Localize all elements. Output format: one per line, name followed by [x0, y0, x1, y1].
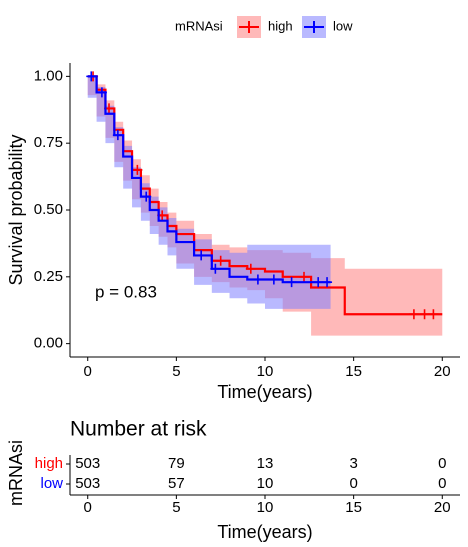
risk-count: 79 — [168, 455, 185, 472]
risk-count: 13 — [257, 455, 274, 472]
x-axis-title: Time(years) — [217, 382, 312, 402]
risk-y-axis-title: mRNAsi — [6, 440, 26, 506]
censor-mark — [286, 277, 297, 288]
x-tick-label: 20 — [434, 363, 451, 380]
censor-mark — [299, 271, 309, 282]
x-tick-label: 5 — [172, 363, 180, 380]
row-label: high — [35, 455, 63, 472]
x-tick-label: 5 — [172, 499, 180, 516]
risk-count: 10 — [257, 475, 274, 492]
censor-mark — [268, 274, 279, 285]
survival-curve — [87, 75, 443, 316]
censor-mark — [428, 309, 439, 320]
legend-line — [304, 21, 324, 33]
legend-label: low — [333, 18, 353, 33]
x-tick-label: 0 — [84, 499, 92, 516]
x-tick-label: 15 — [345, 499, 362, 516]
row-label: low — [40, 475, 63, 492]
x-tick-label: 10 — [257, 499, 274, 516]
legend-line — [239, 21, 259, 33]
p-value: p = 0.83 — [95, 282, 157, 301]
legend-title: mRNAsi — [175, 18, 223, 33]
censor-mark — [408, 309, 419, 320]
legend-label: high — [268, 18, 293, 33]
y-tick-label: 0.50 — [34, 201, 63, 218]
survival-curve — [87, 75, 331, 284]
y-tick-label: 0.00 — [34, 335, 63, 352]
risk-count: 0 — [349, 475, 357, 492]
risk-count: 503 — [75, 475, 100, 492]
x-tick-label: 10 — [257, 363, 274, 380]
censor-mark — [252, 274, 263, 285]
censor-mark — [141, 191, 152, 202]
risk-count: 3 — [349, 455, 357, 472]
censor-mark — [215, 255, 226, 266]
risk-count: 503 — [75, 455, 100, 472]
x-tick-label: 0 — [84, 363, 92, 380]
x-tick-label: 20 — [434, 499, 451, 516]
censor-mark — [132, 164, 143, 175]
y-tick-label: 0.25 — [34, 268, 63, 285]
censor-mark — [86, 71, 97, 82]
y-axis-title: Survival probability — [6, 134, 26, 285]
confidence-band — [87, 76, 443, 336]
x-tick-label: 15 — [345, 363, 362, 380]
censor-mark — [322, 277, 333, 288]
risk-title: Number at risk — [70, 418, 207, 441]
censor-mark — [210, 263, 221, 274]
y-tick-label: 1.00 — [34, 67, 63, 84]
censor-mark — [196, 250, 207, 261]
y-tick-label: 0.75 — [34, 134, 63, 151]
risk-count: 57 — [168, 475, 185, 492]
risk-count: 0 — [438, 475, 446, 492]
censor-mark — [96, 87, 107, 98]
confidence-band — [87, 76, 331, 309]
risk-x-axis-title: Time(years) — [217, 522, 312, 542]
censor-mark — [245, 263, 256, 274]
censor-mark — [313, 277, 324, 288]
risk-count: 0 — [438, 455, 446, 472]
censor-mark — [419, 309, 430, 320]
censor-mark — [112, 130, 123, 141]
